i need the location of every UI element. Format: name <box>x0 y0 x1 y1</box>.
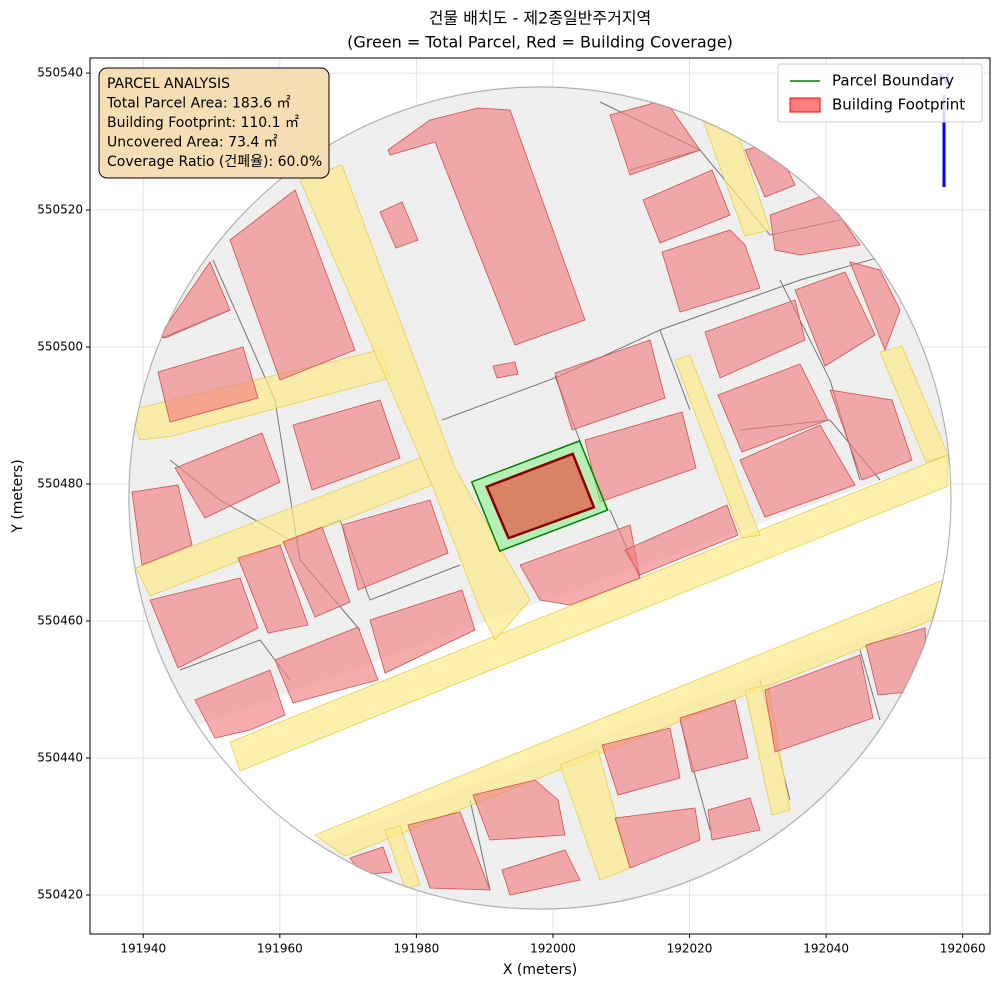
legend-label: Parcel Boundary <box>832 72 954 90</box>
x-tick-label: 192040 <box>803 942 849 956</box>
legend: Parcel Boundary Building Footprint <box>789 72 965 114</box>
legend-label: Building Footprint <box>832 96 965 114</box>
site-map <box>128 86 952 910</box>
annotation-line: Coverage Ratio (건폐율): 60.0% <box>107 154 322 170</box>
legend-swatch <box>789 97 821 113</box>
legend-box <box>777 63 983 123</box>
x-tick-label: 191960 <box>257 942 303 956</box>
x-tick-label: 191940 <box>120 942 166 956</box>
annotation-line: PARCEL ANALYSIS <box>107 76 230 92</box>
annotation-line: Uncovered Area: 73.4 ㎡ <box>107 135 278 151</box>
x-tick-label: 191980 <box>393 942 439 956</box>
site-area <box>128 86 952 910</box>
annotation-line: Building Footprint: 110.1 ㎡ <box>107 115 299 131</box>
site-outline <box>128 86 952 910</box>
x-tick-label: 192020 <box>667 942 713 956</box>
building-footprint <box>485 452 596 540</box>
y-tick-label: 550440 <box>37 750 83 764</box>
buildings <box>131 99 929 896</box>
x-tick-label: 192000 <box>530 942 576 956</box>
y-tick-label: 550520 <box>37 203 83 217</box>
x-axis-label: X (meters) <box>503 962 577 978</box>
x-tick-label: 192060 <box>940 942 986 956</box>
y-tick-label: 550540 <box>37 66 83 80</box>
plot-frame <box>89 57 991 935</box>
y-axis-label: Y (meters) <box>10 459 26 533</box>
annotation-line: Total Parcel Area: 183.6 ㎡ <box>106 96 291 112</box>
y-tick-label: 550500 <box>37 340 83 354</box>
highlight <box>470 439 609 553</box>
y-tick-label: 550460 <box>37 613 83 627</box>
chart-subtitle: (Green = Total Parcel, Red = Building Co… <box>347 33 733 52</box>
y-tick-label: 550420 <box>37 887 83 901</box>
roads <box>129 119 949 889</box>
chart-title: 건물 배치도 - 제2종일반주거지역 <box>429 9 652 28</box>
parcel-boundary <box>470 439 609 553</box>
annotation: PARCEL ANALYSIS Total Parcel Area: 183.6 … <box>106 76 322 170</box>
annotation-box <box>98 67 330 179</box>
y-tick-label: 550480 <box>37 477 83 491</box>
